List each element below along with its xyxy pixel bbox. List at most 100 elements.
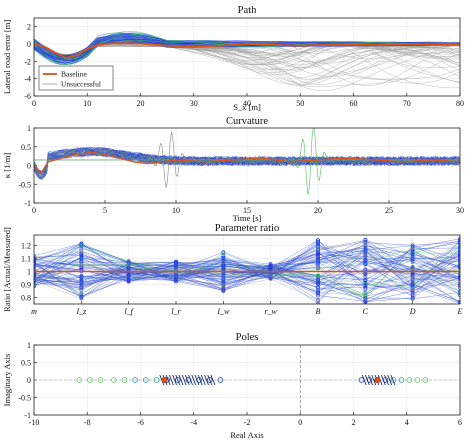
pole-marker bbox=[76, 377, 83, 383]
baseline-line bbox=[34, 42, 460, 59]
run-line bbox=[34, 149, 460, 174]
pole-marker bbox=[398, 377, 405, 383]
run-line bbox=[34, 259, 460, 300]
x-tick-label: 40 bbox=[243, 99, 251, 108]
pole-marker bbox=[153, 377, 160, 383]
run-marker bbox=[316, 248, 320, 253]
run-marker bbox=[221, 250, 226, 255]
outlier-run-line bbox=[34, 128, 460, 195]
x-tick-label: 2 bbox=[352, 418, 356, 427]
legend-label-baseline: Baseline bbox=[61, 70, 87, 79]
x-tick-label: 25 bbox=[385, 206, 393, 215]
run-marker bbox=[174, 279, 178, 284]
x-tick-label: I_z bbox=[75, 307, 87, 316]
run-marker bbox=[363, 242, 368, 247]
pole-cross-marker bbox=[361, 374, 367, 386]
run-line bbox=[34, 245, 460, 288]
pole-cross-marker bbox=[204, 374, 209, 386]
run-marker bbox=[410, 282, 415, 286]
x-tick-label: E bbox=[457, 307, 463, 316]
run-line bbox=[34, 244, 460, 292]
y-tick-label: -4 bbox=[24, 75, 31, 84]
run-marker bbox=[79, 295, 84, 299]
chart-title: Poles bbox=[236, 332, 259, 343]
y-tick-label: -1 bbox=[24, 199, 31, 208]
run-marker bbox=[126, 259, 131, 264]
run-marker bbox=[363, 248, 368, 253]
run-marker bbox=[410, 286, 415, 291]
pole-cross-marker bbox=[191, 374, 197, 386]
pole-cross-marker bbox=[387, 374, 393, 386]
baseline-pole-marker bbox=[374, 376, 381, 384]
run-marker bbox=[79, 288, 84, 293]
y-tick-label: 0 bbox=[27, 376, 31, 385]
x-tick-label: 20 bbox=[314, 206, 322, 215]
x-tick-label: 0 bbox=[32, 99, 36, 108]
y-tick-label: -0.5 bbox=[18, 180, 31, 189]
pole-cross-marker bbox=[368, 374, 373, 386]
y-tick-label: 0 bbox=[27, 40, 31, 49]
run-line bbox=[34, 239, 460, 304]
run-line bbox=[34, 245, 460, 281]
run-line bbox=[34, 34, 460, 65]
run-marker bbox=[410, 295, 415, 300]
y-tick-label: -2 bbox=[24, 57, 31, 66]
run-line bbox=[34, 253, 460, 296]
x-tick-label: D bbox=[409, 307, 416, 316]
x-tick-label: l_r bbox=[171, 307, 181, 316]
pole-marker bbox=[111, 377, 117, 383]
pole-cross-marker bbox=[194, 374, 200, 386]
x-axis-label: Real Axis bbox=[230, 430, 263, 440]
pole-cross-marker bbox=[181, 374, 187, 386]
run-marker bbox=[363, 284, 368, 288]
run-marker bbox=[316, 277, 320, 282]
y-axis-label: Ratio [Actual/Measured] bbox=[2, 227, 12, 312]
run-marker bbox=[410, 292, 415, 297]
baseline-line bbox=[34, 151, 460, 175]
x-tick-label: 60 bbox=[350, 99, 358, 108]
run-marker bbox=[363, 239, 368, 244]
run-marker bbox=[221, 260, 226, 265]
x-tick-label: 0 bbox=[32, 206, 36, 215]
run-marker bbox=[363, 296, 368, 301]
run-marker bbox=[316, 254, 320, 259]
y-tick-label: 0.8 bbox=[21, 293, 31, 302]
pole-marker bbox=[217, 377, 224, 383]
chart-title: Path bbox=[238, 5, 257, 16]
run-marker bbox=[363, 245, 368, 249]
pole-cross-marker bbox=[172, 374, 177, 386]
x-tick-label: I_w bbox=[216, 307, 230, 316]
y-tick-label: 0.9 bbox=[21, 280, 31, 289]
x-tick-label: r_w bbox=[264, 307, 277, 316]
pole-cross-marker bbox=[165, 374, 171, 386]
run-marker bbox=[221, 287, 226, 291]
run-marker bbox=[410, 246, 415, 250]
pole-marker bbox=[121, 377, 128, 383]
axes-frame bbox=[33, 17, 461, 97]
chart-4: Poles -1 -0.5 0 0.5 1 -10 -8 -6 -4 -2 0 2 4 6 Imaginary… bbox=[2, 332, 462, 440]
x-tick-label: 30 bbox=[190, 99, 198, 108]
x-tick-label: 6 bbox=[458, 418, 462, 427]
x-tick-label: -8 bbox=[84, 418, 91, 427]
y-axis-label: κ [1/m] bbox=[2, 153, 12, 178]
run-line bbox=[34, 239, 460, 284]
axes-frame bbox=[33, 234, 461, 305]
x-tick-label: 5 bbox=[103, 206, 107, 215]
x-tick-label: 0 bbox=[298, 418, 302, 427]
pole-marker bbox=[174, 377, 181, 383]
pole-cross-marker bbox=[178, 374, 184, 386]
run-marker bbox=[363, 292, 368, 297]
x-tick-label: B bbox=[316, 307, 321, 316]
run-line bbox=[34, 243, 460, 293]
x-tick-label: 15 bbox=[243, 206, 251, 215]
run-line bbox=[34, 257, 460, 297]
pole-marker bbox=[422, 377, 429, 383]
pole-cross-marker bbox=[207, 374, 213, 386]
y-tick-label: 1.2 bbox=[21, 241, 31, 250]
run-marker bbox=[363, 238, 368, 242]
run-line bbox=[34, 149, 460, 178]
pole-cross-marker bbox=[184, 374, 190, 386]
y-tick-label: -0.5 bbox=[18, 394, 31, 403]
